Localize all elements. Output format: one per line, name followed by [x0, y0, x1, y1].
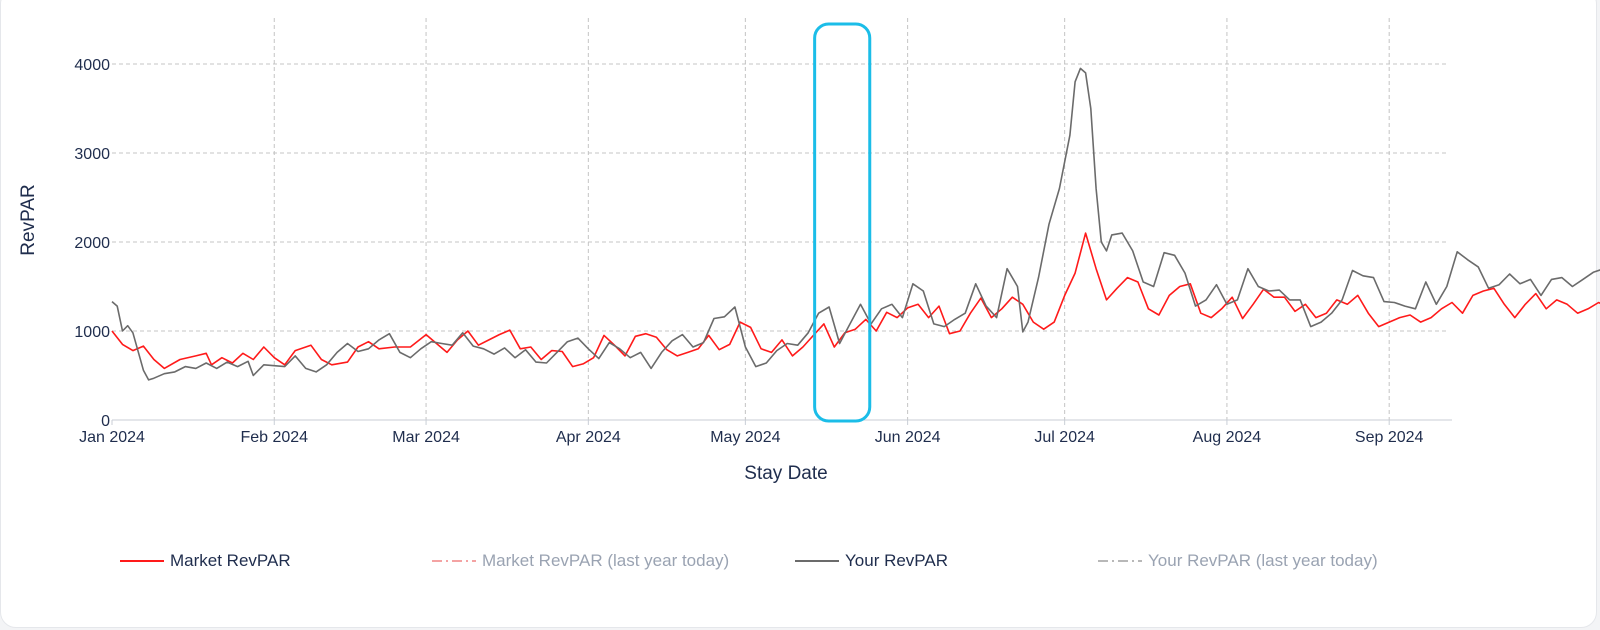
x-tick-label: Mar 2024 — [392, 429, 460, 446]
legend-label: Market RevPAR — [170, 551, 291, 570]
y-tick-label: 3000 — [74, 146, 110, 163]
y-tick-label: 2000 — [74, 235, 110, 252]
x-tick-label: Feb 2024 — [240, 429, 308, 446]
legend-your-revpar[interactable]: Your RevPAR — [795, 548, 948, 574]
x-tick-label: Aug 2024 — [1193, 429, 1262, 446]
y-axis-title: RevPAR — [18, 184, 39, 255]
legend-market-revpar[interactable]: Market RevPAR — [120, 548, 291, 574]
grid-lines — [112, 18, 1448, 420]
x-tick-label: Jan 2024 — [79, 429, 145, 446]
x-axis-title: Stay Date — [744, 463, 827, 484]
highlight-box — [813, 22, 872, 423]
legend-swatch-market — [120, 560, 164, 562]
series-lines — [111, 67, 1600, 381]
series-line-2 — [111, 67, 1600, 381]
legend: Market RevPAR Market RevPAR (last year t… — [0, 548, 1600, 578]
legend-label: Your RevPAR — [845, 551, 948, 570]
x-axis-ticks: Jan 2024 Feb 2024 Mar 2024 Apr 2024 May 2024… — [79, 420, 1424, 446]
x-tick-label: Jun 2024 — [875, 429, 941, 446]
y-axis-ticks: 0 1000 2000 3000 4000 — [74, 57, 110, 430]
legend-label: Market RevPAR (last year today) — [482, 551, 730, 570]
y-tick-label: 0 — [101, 413, 110, 430]
x-tick-label: Jul 2024 — [1034, 429, 1095, 446]
x-tick-label: May 2024 — [710, 429, 780, 446]
series-line-0 — [111, 232, 1600, 370]
legend-swatch-market-last-year — [432, 560, 476, 562]
x-tick-label: Sep 2024 — [1355, 429, 1424, 446]
y-tick-label: 4000 — [74, 57, 110, 74]
legend-label: Your RevPAR (last year today) — [1148, 551, 1378, 570]
y-tick-label: 1000 — [74, 324, 110, 341]
x-tick-label: Apr 2024 — [556, 429, 621, 446]
legend-swatch-your — [795, 560, 839, 562]
legend-swatch-your-last-year — [1098, 560, 1142, 562]
legend-your-revpar-last-year[interactable]: Your RevPAR (last year today) — [1098, 548, 1378, 574]
legend-market-revpar-last-year[interactable]: Market RevPAR (last year today) — [432, 548, 729, 574]
